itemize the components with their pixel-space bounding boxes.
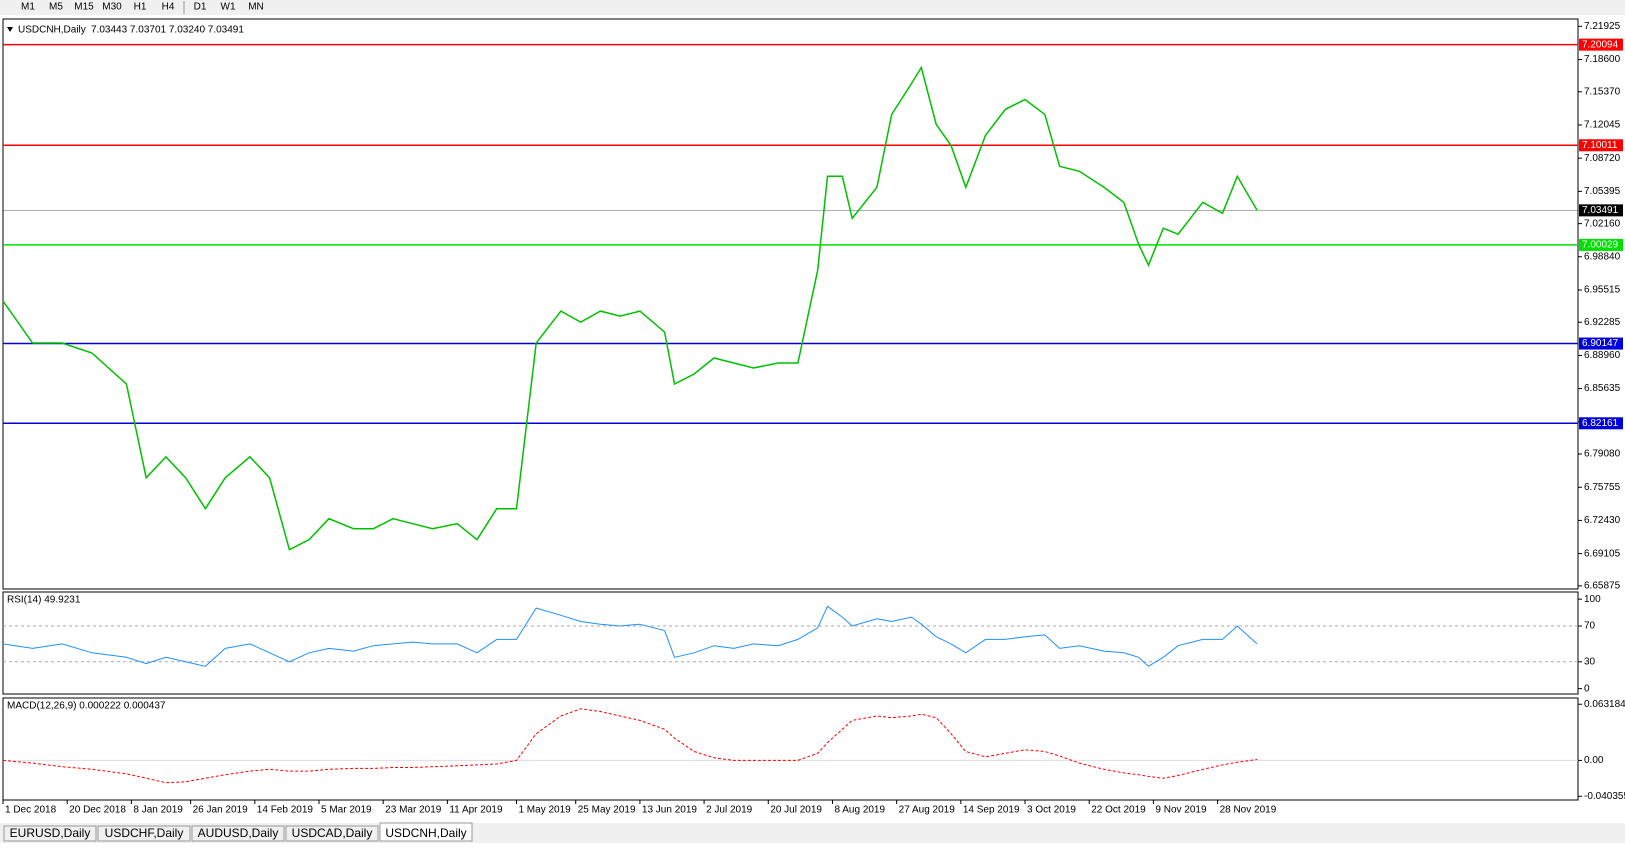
x-tick-label: 9 Nov 2019 <box>1155 805 1207 816</box>
x-tick-label: 20 Dec 2018 <box>69 805 126 816</box>
x-tick-label: 3 Oct 2019 <box>1027 805 1076 816</box>
tab[interactable] <box>285 825 379 842</box>
y-tick-label: 7.02160 <box>1584 218 1621 229</box>
y-tick-label: 70 <box>1584 621 1596 632</box>
series-line <box>2 65 1258 551</box>
y-tick-label: 7.18600 <box>1584 54 1621 65</box>
y-tick-label: 6.85635 <box>1584 383 1621 394</box>
x-tick-label: 5 Mar 2019 <box>321 805 372 816</box>
level-line-label: 7.00029 <box>1582 240 1619 251</box>
level-line-label: 7.20094 <box>1582 39 1619 50</box>
y-tick-label: 7.12045 <box>1584 120 1621 131</box>
y-tick-label: 6.69105 <box>1584 548 1621 559</box>
series-line <box>2 708 1258 784</box>
level-line-marker <box>1579 337 1623 350</box>
timeframe-button[interactable]: H1 <box>134 2 147 13</box>
tab[interactable] <box>3 825 97 842</box>
x-tick-label: 8 Aug 2019 <box>834 805 885 816</box>
x-tick-label: 14 Feb 2019 <box>257 805 314 816</box>
y-tick-label: 30 <box>1584 656 1596 667</box>
x-tick-label: 27 Aug 2019 <box>899 805 956 816</box>
y-tick-label: 100 <box>1584 594 1601 605</box>
timeframe-button[interactable]: M30 <box>102 2 122 13</box>
tab-label[interactable]: USDCAD,Daily <box>292 826 373 840</box>
level-line-marker <box>1579 417 1623 430</box>
current-price-line-label: 7.03491 <box>1582 205 1619 216</box>
macd-frame <box>2 697 1579 801</box>
y-tick-label: 6.75755 <box>1584 482 1621 493</box>
x-tick-label: 14 Sep 2019 <box>963 805 1020 816</box>
chart-subtitle: 7.03443 7.03701 7.03240 7.03491 <box>91 25 244 36</box>
level-line-label: 7.10011 <box>1582 140 1618 151</box>
y-tick-label: 0 <box>1584 683 1590 694</box>
y-tick-label: -0.040355 <box>1584 791 1625 802</box>
x-tick-label: 13 Jun 2019 <box>642 805 697 816</box>
y-tick-label: 6.88960 <box>1584 350 1621 361</box>
x-tick-label: 28 Nov 2019 <box>1220 805 1277 816</box>
x-tick-label: 22 Oct 2019 <box>1091 805 1146 816</box>
y-tick-label: 6.95515 <box>1584 285 1621 296</box>
chart-title: USDCNH,Daily <box>18 25 86 36</box>
y-tick-label: 6.72430 <box>1584 515 1621 526</box>
timeframe-button[interactable]: W1 <box>221 2 236 13</box>
x-tick-label: 20 Jul 2019 <box>770 805 822 816</box>
x-tick-label: 1 Dec 2018 <box>5 805 57 816</box>
timeframe-button[interactable]: MN <box>248 2 264 13</box>
level-line-label: 6.82161 <box>1582 418 1619 429</box>
tab-label[interactable]: AUDUSD,Daily <box>198 826 279 840</box>
menu-arrow <box>7 27 13 32</box>
panel-title: MACD(12,26,9) 0.000222 0.000437 <box>7 701 166 712</box>
tab-label[interactable]: USDCHF,Daily <box>105 826 184 840</box>
tab[interactable] <box>379 822 473 842</box>
toolbar <box>0 0 1625 15</box>
y-tick-label: 6.65875 <box>1584 580 1621 591</box>
level-line-marker <box>1579 238 1623 251</box>
timeframe-button[interactable]: H4 <box>162 2 175 13</box>
rsi-frame <box>2 591 1579 695</box>
x-tick-label: 2 Jul 2019 <box>706 805 753 816</box>
y-tick-label: 7.15370 <box>1584 86 1621 97</box>
main-frame <box>2 18 1579 590</box>
y-tick-label: 6.98840 <box>1584 251 1621 262</box>
timeframe-button[interactable]: D1 <box>194 2 207 13</box>
tab-label[interactable]: EURUSD,Daily <box>10 826 91 840</box>
y-tick-label: 0.00 <box>1584 755 1604 766</box>
level-line-marker <box>1579 38 1623 51</box>
tab-label[interactable]: USDCNH,Daily <box>385 826 466 840</box>
x-tick-label: 25 May 2019 <box>578 805 636 816</box>
y-tick-label: 6.92285 <box>1584 317 1621 328</box>
tab[interactable] <box>97 825 191 842</box>
timeframe-button[interactable]: M15 <box>74 2 94 13</box>
y-tick-label: 7.21925 <box>1584 21 1621 32</box>
level-line-marker <box>1579 139 1623 152</box>
series-line <box>2 605 1258 667</box>
tab[interactable] <box>191 825 285 842</box>
y-tick-label: 7.08720 <box>1584 153 1621 164</box>
y-tick-label: 7.05395 <box>1584 186 1621 197</box>
y-tick-label: 6.79080 <box>1584 449 1621 460</box>
panel-title: RSI(14) 49.9231 <box>7 595 81 606</box>
timeframe-button[interactable]: M1 <box>21 2 35 13</box>
current-price-line-marker <box>1579 204 1623 217</box>
timeframe-button[interactable]: M5 <box>49 2 63 13</box>
x-tick-label: 26 Jan 2019 <box>193 805 248 816</box>
level-line-label: 6.90147 <box>1582 338 1619 349</box>
y-tick-label: 0.063184 <box>1584 699 1625 710</box>
x-tick-label: 1 May 2019 <box>518 805 571 816</box>
x-tick-label: 8 Jan 2019 <box>133 805 183 816</box>
x-tick-label: 23 Mar 2019 <box>385 805 442 816</box>
x-tick-label: 11 Apr 2019 <box>449 805 503 816</box>
